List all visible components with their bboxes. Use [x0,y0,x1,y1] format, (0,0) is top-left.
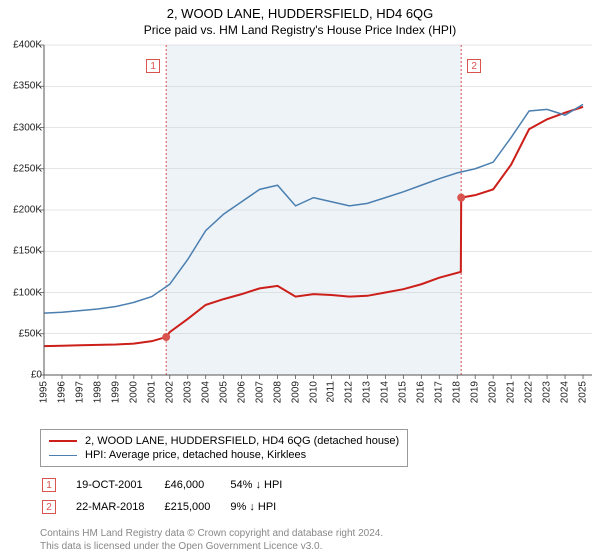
x-tick-label: 2009 [290,381,301,403]
x-tick-label: 2011 [326,381,337,403]
x-tick-label: 2022 [524,381,535,403]
chart-svg [0,41,600,421]
x-tick-label: 2002 [164,381,175,403]
x-tick-label: 1998 [92,381,103,403]
x-tick-label: 2000 [128,381,139,403]
x-tick-label: 2012 [344,381,355,403]
sale-marker-badge: 2 [42,500,56,514]
x-tick-label: 2008 [272,381,283,403]
x-tick-label: 2021 [506,381,517,403]
sale-marker-badge: 1 [42,478,56,492]
sale-row: 1 19-OCT-2001£46,00054% ↓ HPI [42,475,300,495]
legend-item: 2, WOOD LANE, HUDDERSFIELD, HD4 6QG (det… [49,434,399,448]
sale-price: £46,000 [164,475,228,495]
x-tick-label: 2016 [416,381,427,403]
sales-table: 1 19-OCT-2001£46,00054% ↓ HPI 2 22-MAR-2018… [40,473,302,519]
legend-label: HPI: Average price, detached house, Kirk… [85,449,306,461]
x-tick-label: 1996 [56,381,67,403]
legend-swatch [49,455,77,456]
x-tick-label: 2007 [254,381,265,403]
x-tick-label: 2005 [218,381,229,403]
chart-title: 2, WOOD LANE, HUDDERSFIELD, HD4 6QG [0,0,600,21]
x-tick-label: 2014 [380,381,391,403]
x-tick-label: 2020 [488,381,499,403]
sale-delta: 54% ↓ HPI [230,475,300,495]
chart-container: 2, WOOD LANE, HUDDERSFIELD, HD4 6QG Pric… [0,0,600,553]
x-tick-label: 2010 [308,381,319,403]
x-tick-label: 2025 [578,381,589,403]
x-tick-label: 2019 [470,381,481,403]
x-tick-label: 1999 [110,381,121,403]
legend-swatch [49,440,77,442]
sale-delta: 9% ↓ HPI [230,497,300,517]
x-tick-label: 2003 [182,381,193,403]
chart-area: £0£50K£100K£150K£200K£250K£300K£350K£400… [0,41,600,421]
sale-row: 2 22-MAR-2018£215,0009% ↓ HPI [42,497,300,517]
x-tick-label: 2001 [146,381,157,403]
x-tick-label: 2018 [452,381,463,403]
sale-date: 22-MAR-2018 [76,497,162,517]
footer-line-2: This data is licensed under the Open Gov… [40,540,600,553]
x-tick-label: 2015 [398,381,409,403]
legend-item: HPI: Average price, detached house, Kirk… [49,448,399,462]
sale-date: 19-OCT-2001 [76,475,162,495]
footer-line-1: Contains HM Land Registry data © Crown c… [40,527,600,540]
x-tick-label: 2004 [200,381,211,403]
legend-label: 2, WOOD LANE, HUDDERSFIELD, HD4 6QG (det… [85,435,399,447]
x-tick-label: 2023 [542,381,553,403]
chart-subtitle: Price paid vs. HM Land Registry's House … [0,21,600,41]
x-tick-label: 2006 [236,381,247,403]
sale-price: £215,000 [164,497,228,517]
x-tick-label: 2024 [560,381,571,403]
x-tick-label: 2013 [362,381,373,403]
x-tick-label: 2017 [434,381,445,403]
x-tick-label: 1995 [39,381,50,403]
footer: Contains HM Land Registry data © Crown c… [40,527,600,553]
x-tick-label: 1997 [74,381,85,403]
legend: 2, WOOD LANE, HUDDERSFIELD, HD4 6QG (det… [40,429,408,467]
